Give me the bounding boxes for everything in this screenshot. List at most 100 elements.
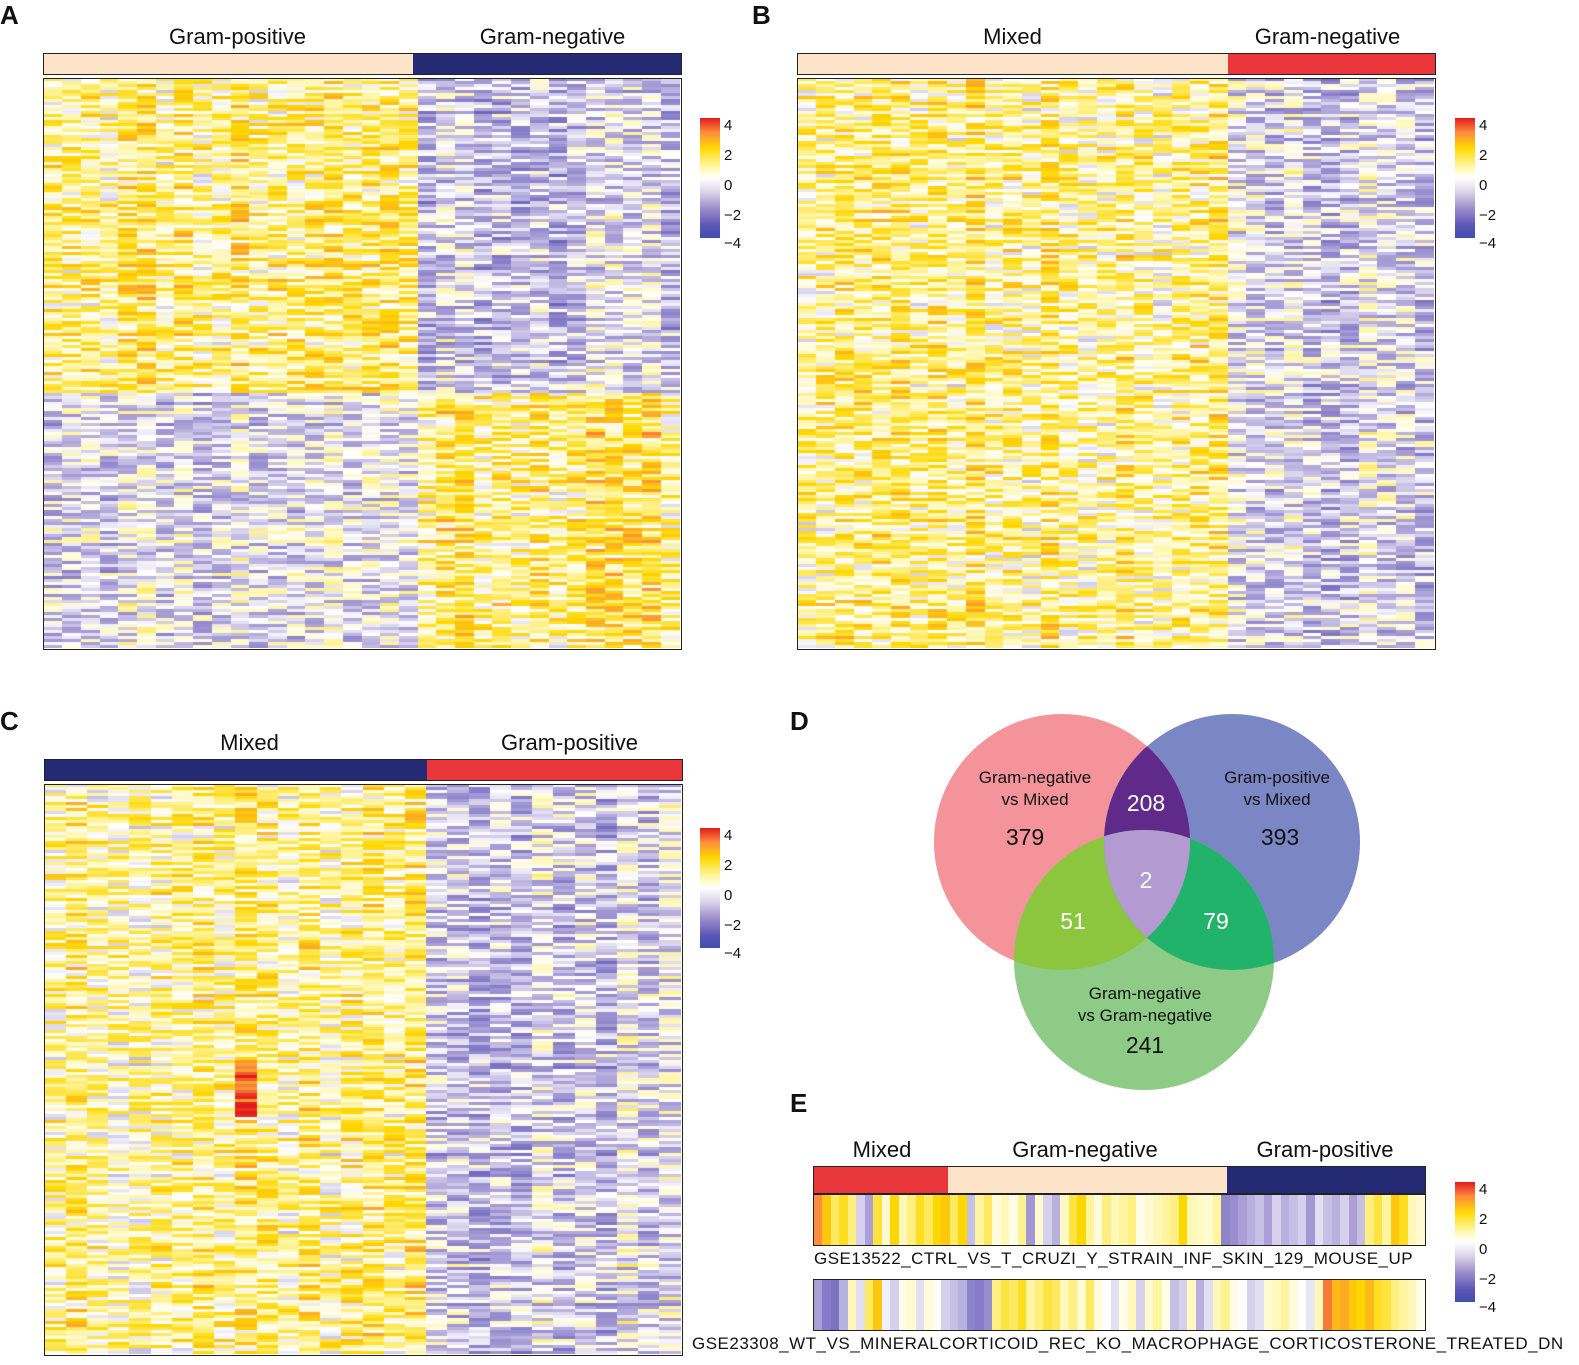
gene-set-cell	[1323, 1280, 1332, 1330]
gene-set-cell	[924, 1195, 933, 1245]
gene-set-cell	[873, 1195, 882, 1245]
legend-tick: −4	[1479, 235, 1497, 252]
gene-set-cell	[1323, 1195, 1332, 1245]
gene-set-cell	[983, 1280, 993, 1330]
gene-set-cell	[1212, 1280, 1222, 1330]
gene-set-cell	[847, 1195, 857, 1245]
gene-set-cell	[1119, 1195, 1128, 1245]
gene-set-cell	[941, 1280, 950, 1330]
gene-set-cell	[966, 1195, 976, 1245]
gene-set-cell	[1314, 1280, 1324, 1330]
gene-set-cell	[1093, 1195, 1103, 1245]
gene-set-cell	[1272, 1280, 1281, 1330]
venn-count-a-only: 379	[1005, 824, 1045, 850]
gene-set-cell	[1246, 1195, 1256, 1245]
venn-label-a: Gram-negative vs Mixed	[955, 767, 1115, 811]
gene-set-cell	[1272, 1195, 1281, 1245]
gene-set-cell	[830, 1280, 840, 1330]
gene-set-cell	[1348, 1195, 1357, 1245]
gene-set-cell	[1051, 1195, 1061, 1245]
gene-set-cell	[1221, 1280, 1230, 1330]
gene-set-cell	[1255, 1195, 1264, 1245]
panel-a-legend: 4 2 0 −2 −4	[700, 118, 790, 258]
gene-set-cell	[1340, 1195, 1349, 1245]
gene-set-cell	[1373, 1280, 1383, 1330]
gene-set-cell	[1280, 1280, 1290, 1330]
gene-set-cell	[983, 1195, 993, 1245]
gene-set-cell	[941, 1195, 950, 1245]
gene-set-cell	[1060, 1280, 1069, 1330]
legend-tick: 2	[724, 147, 733, 164]
venn-diagram	[934, 714, 1360, 1090]
legend-gradient	[700, 828, 720, 948]
gene-set-cell	[822, 1195, 831, 1245]
gene-set-cell	[1119, 1280, 1128, 1330]
legend-tick: 2	[1479, 1211, 1488, 1228]
panel-e-group-label-2: Gram-negative	[1012, 1137, 1158, 1162]
panel-letter-a: A	[0, 0, 19, 30]
legend-tick: −2	[1479, 207, 1497, 224]
gene-set-cell	[966, 1280, 976, 1330]
venn-label-a-line2: vs Mixed	[1001, 790, 1069, 809]
legend-tick: 4	[724, 827, 733, 844]
panel-e-gene-set-name-2: GSE23308_WT_VS_MINERALCORTICOID_REC_KO_M…	[692, 1334, 1564, 1353]
gene-set-cell	[1382, 1280, 1391, 1330]
gene-set-cell	[1289, 1195, 1298, 1245]
gene-set-cell	[949, 1280, 959, 1330]
gene-set-cell	[907, 1280, 916, 1330]
gene-set-cell	[890, 1195, 899, 1245]
panel-e-gene-set-row-1	[813, 1194, 1426, 1246]
panel-a-heatmap-canvas	[44, 79, 680, 648]
gene-set-cell	[1153, 1280, 1162, 1330]
gene-set-cell	[1043, 1195, 1052, 1245]
panel-e-gene-set-name-1: GSE13522_CTRL_VS_T_CRUZI_Y_STRAIN_INF_SK…	[814, 1249, 1414, 1268]
gene-set-cell	[1085, 1280, 1094, 1330]
gene-set-cell	[924, 1280, 933, 1330]
gene-set-cell	[1043, 1280, 1052, 1330]
panel-a-annotation-gram-negative	[413, 54, 681, 74]
gene-set-cell	[1365, 1195, 1374, 1245]
panel-a-group-label-2: Gram-negative	[479, 24, 626, 49]
panel-c-heatmap	[44, 784, 683, 1356]
panel-c-group-label-2: Gram-positive	[501, 730, 638, 755]
gene-set-cell	[992, 1280, 1001, 1330]
legend-tick: 2	[1479, 147, 1488, 164]
venn-count-c-only: 241	[1125, 1032, 1165, 1058]
gene-set-cell	[830, 1195, 840, 1245]
legend-tick: 0	[1479, 1241, 1488, 1258]
gene-set-cell	[1161, 1195, 1171, 1245]
gene-set-cell	[898, 1280, 908, 1330]
gene-set-cell	[1110, 1280, 1120, 1330]
gene-set-cell	[1331, 1195, 1341, 1245]
gene-set-cell	[1170, 1195, 1179, 1245]
gene-set-cell	[1017, 1195, 1027, 1245]
gene-set-cell	[847, 1280, 857, 1330]
gene-set-cell	[1009, 1195, 1018, 1245]
gene-set-cell	[1416, 1280, 1425, 1330]
panel-b-annotation-bar	[797, 53, 1436, 75]
gene-set-cell	[856, 1195, 865, 1245]
gene-set-cell	[1365, 1280, 1374, 1330]
gene-set-cell	[1077, 1195, 1086, 1245]
venn-label-b: Gram-positive vs Mixed	[1197, 767, 1357, 811]
panel-letter-d: D	[790, 706, 809, 736]
gene-set-cell	[975, 1195, 984, 1245]
gene-set-cell	[1000, 1195, 1010, 1245]
venn-label-c-line1: Gram-negative	[1088, 984, 1202, 1003]
gene-set-cell	[1068, 1280, 1078, 1330]
gene-set-cell	[1357, 1195, 1366, 1245]
venn-count-b-only: 393	[1260, 824, 1300, 850]
legend-gradient	[700, 118, 720, 238]
gene-set-cell	[992, 1195, 1001, 1245]
gene-set-cell	[907, 1195, 916, 1245]
gene-set-cell	[1212, 1195, 1222, 1245]
gene-set-cell	[1144, 1280, 1154, 1330]
gene-set-cell	[898, 1195, 908, 1245]
gene-set-cell	[1416, 1195, 1425, 1245]
legend-tick: 0	[724, 177, 733, 194]
gene-set-cell	[1390, 1195, 1400, 1245]
gene-set-cell	[958, 1280, 967, 1330]
venn-count-a-c: 51	[1060, 908, 1086, 934]
gene-set-cell	[1399, 1195, 1408, 1245]
panel-b-annotation-gram-negative	[1227, 54, 1435, 74]
